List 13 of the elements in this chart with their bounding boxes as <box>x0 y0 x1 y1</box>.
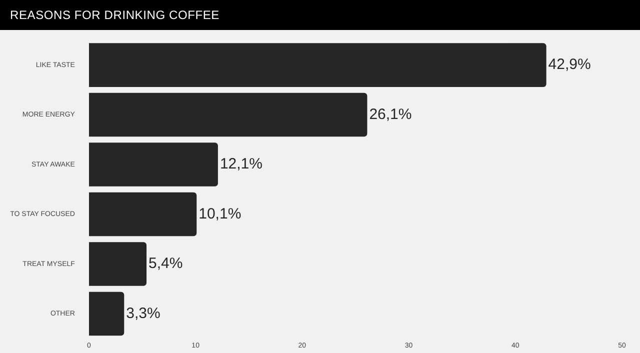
bar <box>88 242 147 286</box>
data-label: 42,9% <box>548 56 591 74</box>
bar <box>88 43 546 87</box>
data-label: 26,1% <box>369 106 412 123</box>
data-label: 10,1% <box>198 205 242 222</box>
data-label: 5,4% <box>148 255 183 272</box>
bar <box>88 292 124 336</box>
bar <box>88 92 368 137</box>
bar <box>88 142 218 186</box>
chart-title: REASONS FOR DRINKING COFFEE <box>0 0 640 30</box>
data-label: 12,1% <box>220 156 262 173</box>
bar <box>88 192 197 236</box>
data-label: 3,3% <box>126 304 160 322</box>
